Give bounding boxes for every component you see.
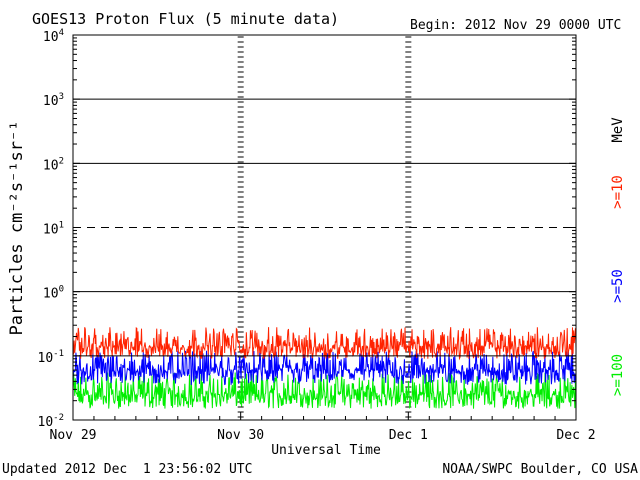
x-axis-label: Universal Time <box>271 443 381 458</box>
series-line-0 <box>72 327 577 361</box>
y-tick-label: 100 <box>43 285 64 302</box>
y-tick-label: 10-2 <box>38 413 65 430</box>
x-tick-label: Dec 1 <box>389 428 428 443</box>
y-tick-label: 101 <box>43 221 64 238</box>
y-tick-label: 103 <box>43 92 64 109</box>
chart-title: GOES13 Proton Flux (5 minute data) <box>32 10 339 28</box>
legend-10mev: >=10 <box>610 175 626 209</box>
x-tick-label: Nov 30 <box>217 428 264 443</box>
x-tick-label: Dec 2 <box>556 428 595 443</box>
legend-100mev: >=100 <box>610 354 626 396</box>
series-line-1 <box>72 350 577 386</box>
series-layer <box>72 327 577 410</box>
x-tick-label: Nov 29 <box>50 428 97 443</box>
updated-label: Updated 2012 Dec 1 23:56:02 UTC <box>2 462 252 477</box>
credit-label: NOAA/SWPC Boulder, CO USA <box>442 462 638 477</box>
units-label: MeV <box>610 117 626 143</box>
y-tick-label: 104 <box>43 28 64 45</box>
begin-label: Begin: 2012 Nov 29 0000 UTC <box>410 18 621 33</box>
x-axis: Nov 29 Nov 30 Dec 1 Dec 2 <box>50 412 596 443</box>
y-axis-label: Particles cm⁻²s⁻¹sr⁻¹ <box>7 121 27 336</box>
y-tick-label: 10-1 <box>38 349 65 366</box>
y-tick-label: 102 <box>43 156 64 173</box>
series-line-2 <box>72 372 577 410</box>
y-axis: 10-2 10-1 100 101 102 103 104 <box>38 28 576 430</box>
legend-50mev: >=50 <box>610 269 626 303</box>
